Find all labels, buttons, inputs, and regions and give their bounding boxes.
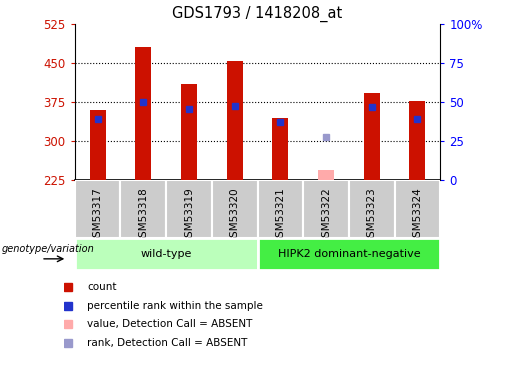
Text: rank, Detection Call = ABSENT: rank, Detection Call = ABSENT	[87, 338, 247, 348]
Bar	[318, 170, 334, 180]
Bar	[364, 93, 380, 180]
Text: GSM53317: GSM53317	[93, 187, 102, 244]
Text: wild-type: wild-type	[141, 249, 192, 259]
Text: genotype/variation: genotype/variation	[2, 244, 94, 254]
Text: value, Detection Call = ABSENT: value, Detection Call = ABSENT	[87, 320, 252, 329]
Text: GSM53321: GSM53321	[276, 187, 285, 244]
Text: count: count	[87, 282, 116, 292]
Bar	[212, 180, 258, 238]
Text: GSM53323: GSM53323	[367, 187, 377, 244]
Bar	[272, 118, 288, 180]
Bar	[258, 238, 440, 270]
Bar	[181, 84, 197, 180]
Bar	[349, 180, 394, 238]
Bar	[303, 180, 349, 238]
Bar	[258, 180, 303, 238]
Text: HIPK2 dominant-negative: HIPK2 dominant-negative	[278, 249, 420, 259]
Bar	[135, 46, 151, 180]
Text: GSM53324: GSM53324	[413, 187, 422, 244]
Bar	[166, 180, 212, 238]
Title: GDS1793 / 1418208_at: GDS1793 / 1418208_at	[173, 5, 342, 22]
Text: GSM53322: GSM53322	[321, 187, 331, 244]
Bar	[409, 100, 425, 180]
Text: percentile rank within the sample: percentile rank within the sample	[87, 301, 263, 310]
Bar	[75, 238, 258, 270]
Bar	[90, 110, 106, 180]
Bar	[121, 180, 166, 238]
Text: GSM53318: GSM53318	[138, 187, 148, 244]
Bar	[227, 61, 243, 180]
Bar	[394, 180, 440, 238]
Text: GSM53319: GSM53319	[184, 187, 194, 244]
Bar	[75, 180, 121, 238]
Text: GSM53320: GSM53320	[230, 187, 239, 244]
